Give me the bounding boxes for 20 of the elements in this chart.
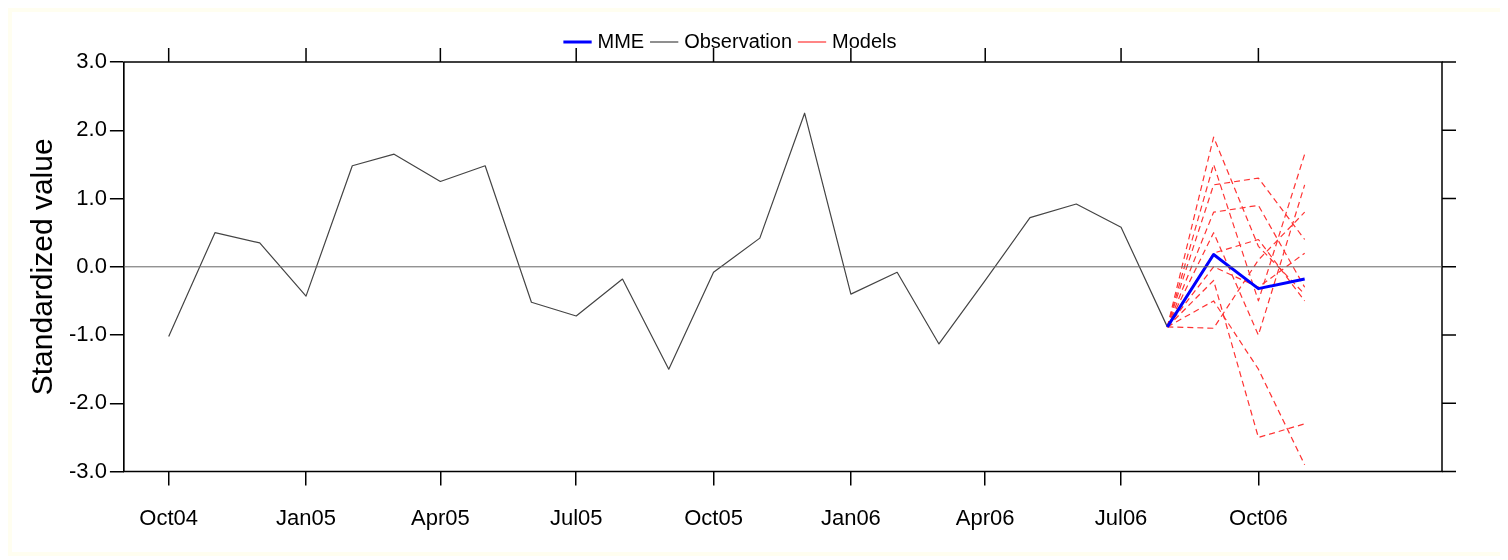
x-tick-label: Apr06 [955, 504, 1015, 530]
y-tick-label: 0.0 [76, 252, 107, 278]
y-axis-title: Standardized value [25, 138, 59, 396]
x-tick-label: Oct04 [139, 504, 199, 530]
y-tick-label: -1.0 [68, 321, 107, 347]
legend-label: MME [597, 29, 645, 52]
x-tick-label: Jul05 [549, 504, 603, 530]
y-tick-label: 2.0 [76, 116, 107, 142]
legend-label: Models [832, 29, 897, 52]
x-tick-label: Jul06 [1094, 504, 1148, 530]
x-tick-label: Oct05 [684, 504, 743, 530]
legend-label: Observation [684, 29, 793, 52]
y-tick-label: 3.0 [76, 48, 107, 74]
x-tick-label: Jan06 [820, 504, 881, 530]
y-tick-label: -3.0 [68, 457, 107, 483]
x-tick-label: Oct06 [1229, 504, 1288, 530]
x-tick-label: Jan05 [276, 504, 336, 530]
y-tick-label: 1.0 [76, 184, 107, 210]
x-tick-label: Apr05 [411, 504, 470, 530]
y-tick-label: -2.0 [68, 389, 107, 415]
